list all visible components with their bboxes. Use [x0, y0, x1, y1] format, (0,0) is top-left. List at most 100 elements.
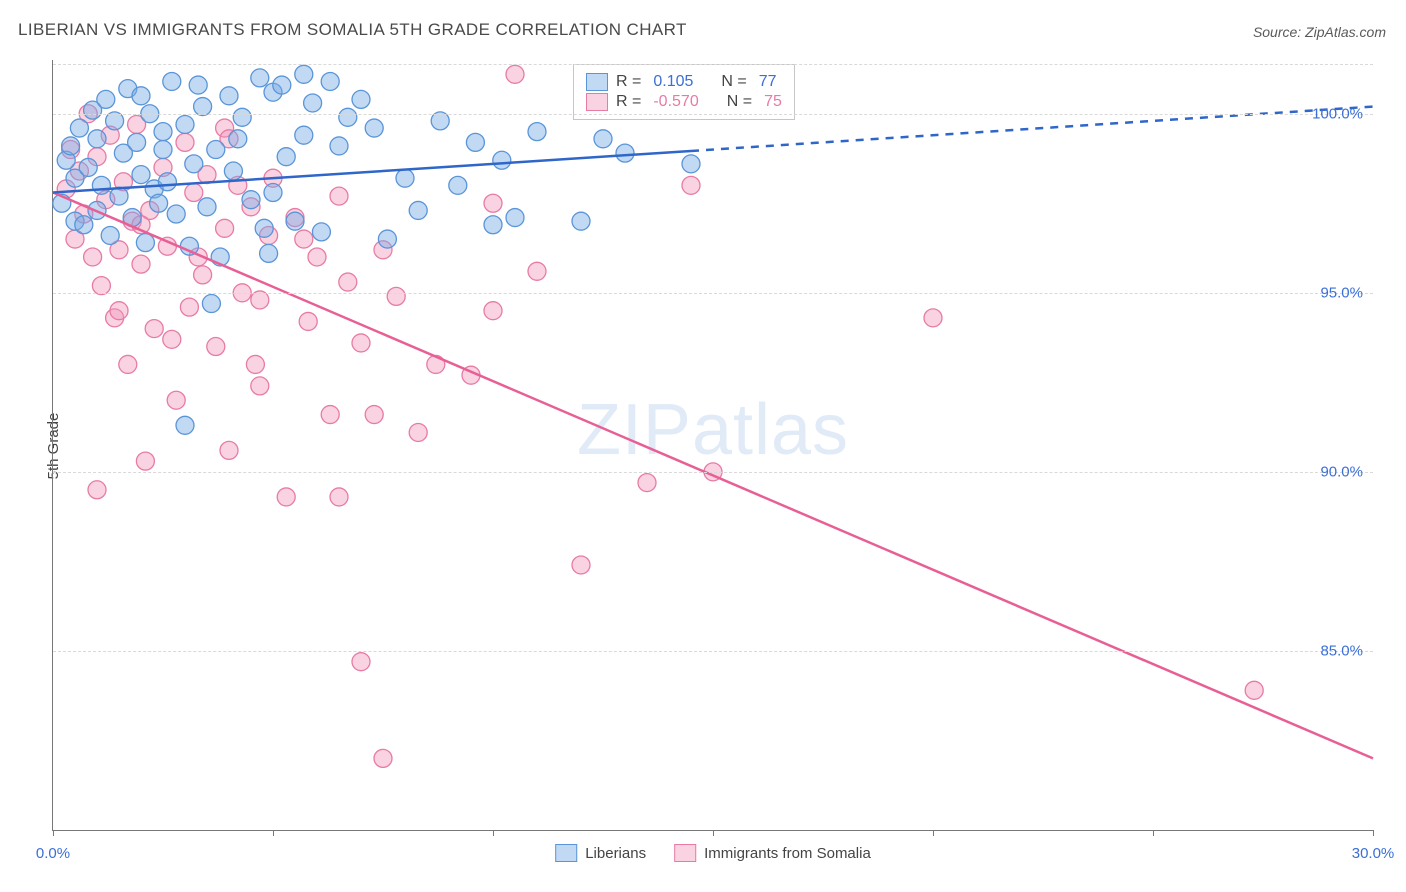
- point-somalia: [119, 355, 137, 373]
- xtick: [933, 830, 934, 836]
- point-somalia: [308, 248, 326, 266]
- point-somalia: [321, 406, 339, 424]
- point-liberians: [277, 148, 295, 166]
- point-liberians: [260, 244, 278, 262]
- point-somalia: [185, 184, 203, 202]
- legend-row-somalia: R = -0.570 N = 75: [586, 93, 782, 111]
- point-liberians: [167, 205, 185, 223]
- xtick-label: 0.0%: [36, 845, 70, 862]
- point-somalia: [352, 653, 370, 671]
- point-somalia: [251, 377, 269, 395]
- legend-row-liberians: R = 0.105 N = 77: [586, 73, 782, 91]
- point-liberians: [176, 416, 194, 434]
- ytick-label: 100.0%: [1312, 105, 1363, 122]
- xtick: [53, 830, 54, 836]
- point-liberians: [220, 87, 238, 105]
- xtick-label: 30.0%: [1352, 845, 1395, 862]
- chart-title: LIBERIAN VS IMMIGRANTS FROM SOMALIA 5TH …: [18, 20, 687, 40]
- point-liberians: [88, 130, 106, 148]
- point-liberians: [365, 119, 383, 137]
- point-somalia: [295, 230, 313, 248]
- bottom-legend-somalia: Immigrants from Somalia: [674, 844, 871, 862]
- gridline-h: [53, 472, 1373, 473]
- gridline-h: [53, 651, 1373, 652]
- point-liberians: [229, 130, 247, 148]
- liberians-label: Liberians: [585, 845, 646, 862]
- point-somalia: [409, 423, 427, 441]
- chart-svg: [53, 60, 1373, 830]
- point-somalia: [374, 749, 392, 767]
- point-somalia: [506, 65, 524, 83]
- point-liberians: [132, 87, 150, 105]
- xtick: [713, 830, 714, 836]
- point-somalia: [167, 391, 185, 409]
- point-liberians: [92, 176, 110, 194]
- point-liberians: [70, 119, 88, 137]
- point-liberians: [321, 72, 339, 90]
- xtick: [1153, 830, 1154, 836]
- n-label-2: N =: [727, 93, 752, 111]
- point-somalia: [88, 481, 106, 499]
- chart-source: Source: ZipAtlas.com: [1253, 24, 1386, 40]
- point-liberians: [409, 201, 427, 219]
- point-liberians: [330, 137, 348, 155]
- point-somalia: [176, 133, 194, 151]
- somalia-label: Immigrants from Somalia: [704, 845, 871, 862]
- point-liberians: [185, 155, 203, 173]
- point-liberians: [273, 76, 291, 94]
- ytick-label: 85.0%: [1320, 642, 1363, 659]
- point-somalia: [216, 219, 234, 237]
- point-liberians: [572, 212, 590, 230]
- point-liberians: [158, 173, 176, 191]
- swatch-liberians-bottom: [555, 844, 577, 862]
- point-liberians: [154, 123, 172, 141]
- gridline-h: [53, 293, 1373, 294]
- gridline-h: [53, 114, 1373, 115]
- gridline-h: [53, 64, 1373, 65]
- point-somalia: [330, 187, 348, 205]
- point-liberians: [154, 141, 172, 159]
- point-liberians: [493, 151, 511, 169]
- point-somalia: [136, 452, 154, 470]
- ytick-label: 95.0%: [1320, 284, 1363, 301]
- r-label: R =: [616, 73, 641, 91]
- swatch-liberians: [586, 73, 608, 91]
- point-liberians: [304, 94, 322, 112]
- point-liberians: [295, 65, 313, 83]
- point-liberians: [150, 194, 168, 212]
- xtick: [1373, 830, 1374, 836]
- point-somalia: [924, 309, 942, 327]
- point-somalia: [528, 262, 546, 280]
- point-liberians: [207, 141, 225, 159]
- point-somalia: [638, 474, 656, 492]
- point-liberians: [312, 223, 330, 241]
- point-liberians: [295, 126, 313, 144]
- point-somalia: [484, 194, 502, 212]
- point-liberians: [466, 133, 484, 151]
- point-liberians: [506, 209, 524, 227]
- r-label-2: R =: [616, 93, 641, 111]
- point-somalia: [220, 441, 238, 459]
- correlation-legend: R = 0.105 N = 77 R = -0.570 N = 75: [573, 64, 795, 120]
- swatch-somalia: [586, 93, 608, 111]
- point-somalia: [330, 488, 348, 506]
- point-liberians: [128, 133, 146, 151]
- point-somalia: [145, 320, 163, 338]
- point-somalia: [110, 302, 128, 320]
- point-liberians: [101, 226, 119, 244]
- liberians-n-value: 77: [759, 73, 777, 91]
- point-liberians: [352, 90, 370, 108]
- point-somalia: [339, 273, 357, 291]
- point-liberians: [198, 198, 216, 216]
- point-liberians: [682, 155, 700, 173]
- plot-area: ZIPatlas R = 0.105 N = 77 R = -0.570 N =…: [52, 60, 1373, 831]
- point-somalia: [572, 556, 590, 574]
- point-somalia: [132, 255, 150, 273]
- point-liberians: [484, 216, 502, 234]
- point-liberians: [264, 184, 282, 202]
- point-somalia: [682, 176, 700, 194]
- point-somalia: [207, 338, 225, 356]
- somalia-r-value: -0.570: [653, 93, 698, 111]
- ytick-label: 90.0%: [1320, 463, 1363, 480]
- point-somalia: [84, 248, 102, 266]
